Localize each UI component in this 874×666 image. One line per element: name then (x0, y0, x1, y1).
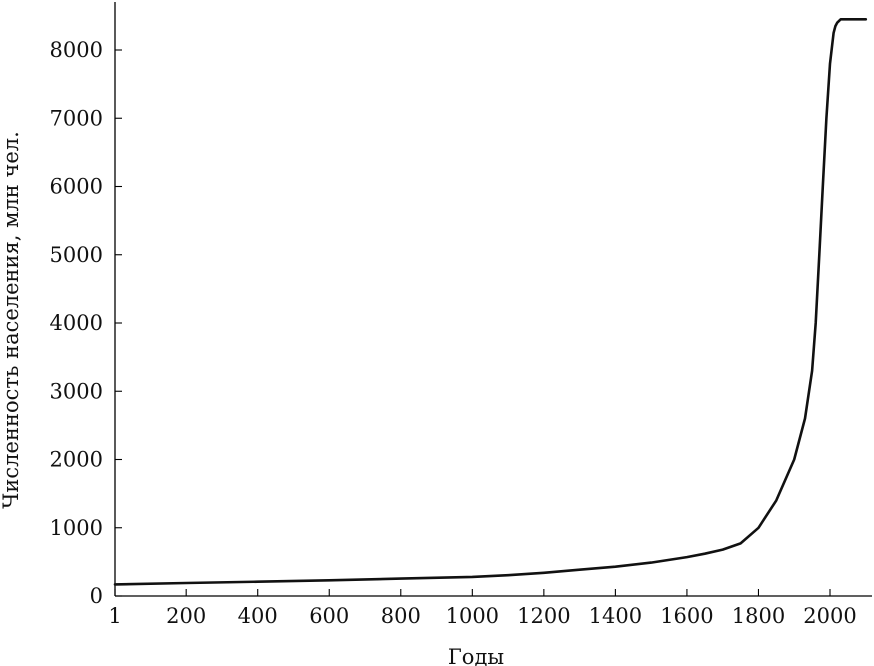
x-tick-label: 1000 (446, 604, 499, 628)
y-tick-label: 0 (90, 584, 103, 608)
axes (114, 2, 872, 597)
y-tick-label: 4000 (50, 311, 103, 335)
y-tick-label: 2000 (50, 448, 103, 472)
x-tick-label: 2000 (803, 604, 856, 628)
x-tick-label: 600 (309, 604, 349, 628)
x-ticks: 1 200 400 600 800 1000 1200 1400 1600 1800 2000 (108, 589, 857, 628)
x-tick-label: 1600 (660, 604, 713, 628)
y-tick-label: 1000 (50, 516, 103, 540)
x-tick-label: 200 (166, 604, 206, 628)
y-ticks: 0 1000 2000 3000 4000 5000 6000 7000 8000 (50, 38, 122, 608)
y-tick-label: 6000 (50, 175, 103, 199)
y-axis-title: Численность населения, млн чел. (0, 131, 23, 509)
x-tick-label: 1 (108, 604, 121, 628)
x-tick-label: 1400 (589, 604, 642, 628)
population-line (113, 18, 868, 586)
x-tick-label: 400 (238, 604, 278, 628)
y-tick-label: 5000 (50, 243, 103, 267)
y-tick-label: 7000 (50, 106, 103, 130)
x-tick-label: 800 (381, 604, 421, 628)
x-tick-label: 1200 (517, 604, 570, 628)
x-tick-label: 1800 (732, 604, 785, 628)
x-axis-title: Годы (448, 645, 504, 666)
y-tick-label: 3000 (50, 379, 103, 403)
y-tick-label: 8000 (50, 38, 103, 62)
